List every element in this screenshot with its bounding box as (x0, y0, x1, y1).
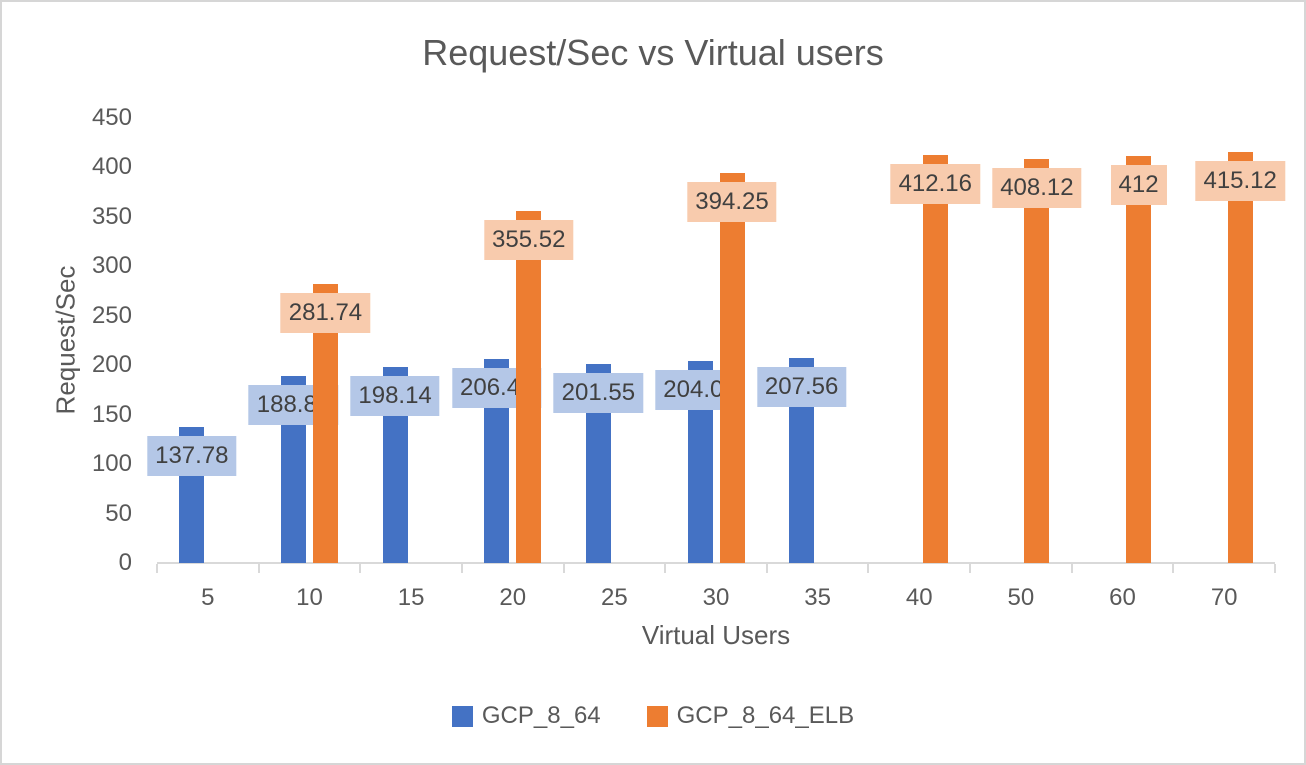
x-axis-title: Virtual Users (641, 620, 791, 650)
data-label: 415.12 (1195, 161, 1285, 202)
x-axis-tick-mark (664, 564, 667, 573)
x-axis-tick-mark (359, 564, 362, 573)
legend-label: GCP_8_64 (481, 702, 601, 729)
x-axis-tick-label: 15 (397, 584, 425, 611)
x-axis-tick-mark (969, 564, 972, 573)
legend: GCP_8_64 GCP_8_64_ELB (2, 702, 1304, 730)
x-axis-tick-mark (460, 564, 463, 573)
x-axis-tick-mark (562, 564, 565, 573)
y-axis-tick-label: 0 (118, 549, 132, 576)
bar (922, 155, 948, 563)
data-label: 355.52 (484, 220, 574, 261)
data-label: 394.25 (687, 182, 777, 223)
data-label: 281.74 (280, 293, 371, 334)
data-label: 198.14 (350, 376, 440, 417)
bar (1126, 155, 1152, 563)
x-axis-line (157, 562, 1275, 564)
data-label: 412 (1110, 164, 1167, 205)
y-axis-tick-label: 200 (91, 351, 132, 379)
y-axis-tick-label: 450 (91, 104, 132, 131)
legend-swatch (451, 705, 473, 727)
x-axis-tick-mark (765, 564, 768, 573)
y-axis-tick-label: 50 (105, 499, 132, 527)
x-axis-tick-label: 30 (702, 584, 730, 611)
bar (516, 211, 542, 563)
x-axis-tick-mark (1172, 564, 1175, 573)
bar (1227, 152, 1253, 563)
legend-item: GCP_8_64 (451, 702, 601, 730)
x-axis-tick-mark (1274, 564, 1276, 573)
x-axis-tick-mark (1070, 564, 1073, 573)
y-axis-tick-label: 300 (91, 252, 132, 280)
x-axis-tick-label: 25 (601, 584, 628, 611)
data-label: 412.16 (890, 164, 980, 205)
x-axis-tick-label: 60 (1109, 584, 1136, 611)
x-axis-tick-label: 20 (499, 584, 527, 611)
data-label: 408.12 (992, 168, 1082, 209)
x-axis-tick-label: 50 (1007, 584, 1035, 611)
x-axis-tick-label: 40 (905, 584, 933, 611)
data-label: 137.78 (147, 435, 237, 476)
x-axis-tick-mark (867, 564, 870, 573)
legend-label: GCP_8_64_ELB (676, 702, 855, 729)
x-axis-tick-label: 10 (296, 584, 323, 611)
y-axis-tick-label: 400 (91, 153, 132, 181)
x-axis-tick-label: 70 (1210, 584, 1238, 611)
y-axis-tick-label: 100 (91, 450, 132, 478)
x-axis-tick-label: 35 (804, 584, 831, 611)
x-axis-tick-label: 5 (201, 584, 215, 611)
data-label: 207.56 (756, 366, 847, 407)
legend-swatch (646, 705, 668, 727)
y-axis-title: Request/Sec (50, 265, 81, 415)
legend-item: GCP_8_64_ELB (646, 702, 855, 730)
bar (1024, 159, 1050, 563)
y-axis-tick-label: 250 (91, 301, 132, 329)
y-axis-tick-label: 150 (91, 400, 132, 428)
x-axis-tick-mark (156, 564, 158, 573)
x-axis-tick-mark (257, 564, 260, 573)
y-axis-tick-label: 350 (91, 202, 132, 230)
chart-title: Request/Sec vs Virtual users (422, 32, 884, 73)
bar (719, 173, 745, 563)
data-label: 201.55 (553, 372, 644, 413)
